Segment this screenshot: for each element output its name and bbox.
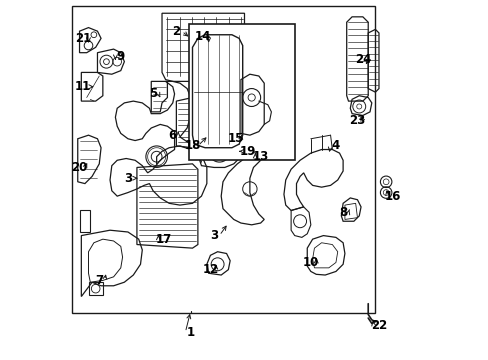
Text: 9: 9 — [117, 50, 124, 63]
Text: 5: 5 — [149, 87, 157, 100]
Text: 12: 12 — [202, 263, 218, 276]
Bar — [188, 24, 294, 160]
Text: 3: 3 — [209, 229, 218, 242]
Text: 21: 21 — [75, 32, 91, 45]
Text: 22: 22 — [370, 319, 386, 332]
Text: 7: 7 — [95, 274, 103, 287]
Text: 15: 15 — [227, 132, 243, 145]
Text: 19: 19 — [240, 145, 256, 158]
Text: 3: 3 — [123, 172, 132, 185]
Text: 8: 8 — [338, 206, 346, 219]
Text: 11: 11 — [75, 80, 91, 93]
Text: 6: 6 — [168, 129, 177, 142]
Text: 23: 23 — [348, 114, 365, 127]
Text: 18: 18 — [184, 139, 200, 152]
Text: 10: 10 — [302, 256, 318, 269]
Text: 14: 14 — [195, 30, 211, 43]
Text: 24: 24 — [354, 53, 370, 66]
Text: 2: 2 — [172, 25, 180, 38]
Text: 17: 17 — [155, 233, 172, 246]
Text: 4: 4 — [331, 139, 339, 152]
Text: 1: 1 — [186, 326, 194, 339]
Text: 20: 20 — [71, 161, 87, 174]
Text: 16: 16 — [385, 190, 401, 203]
Text: 13: 13 — [252, 150, 268, 163]
Bar — [72, 6, 374, 313]
Polygon shape — [88, 239, 122, 282]
